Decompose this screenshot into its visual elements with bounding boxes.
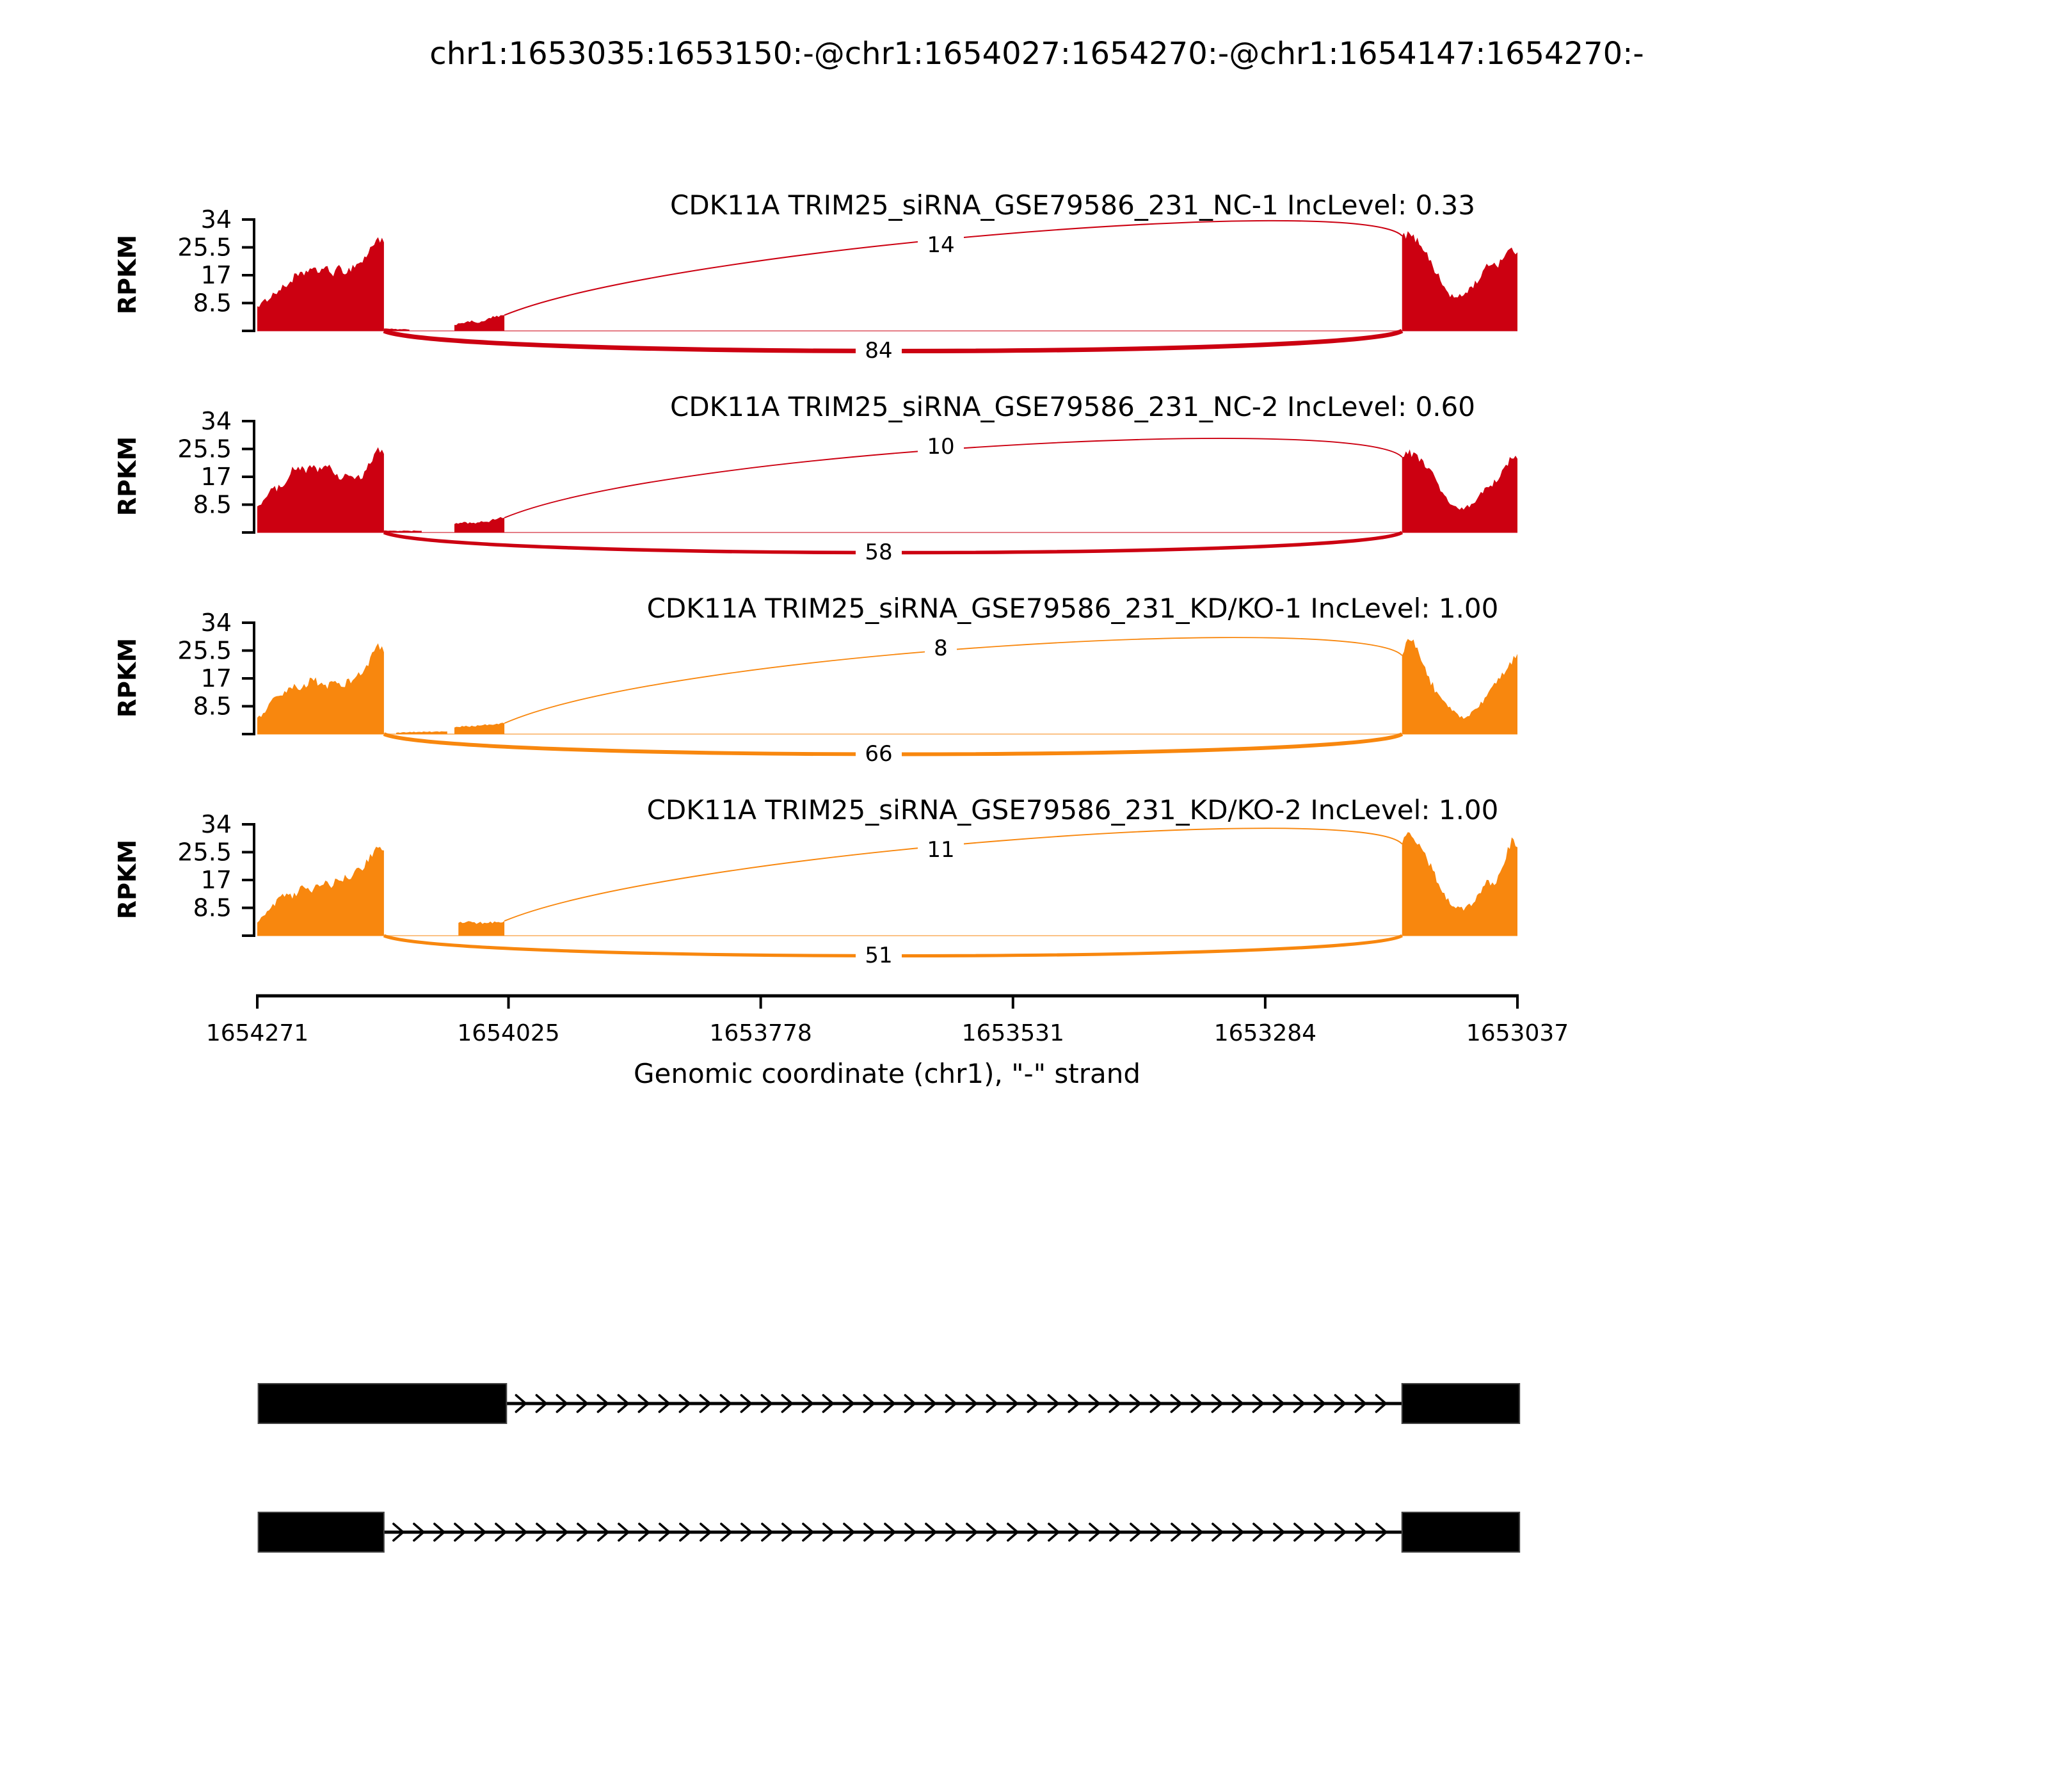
y-axis-tick-label: 8.5 (193, 894, 232, 922)
junction-count-label: 8 (934, 636, 948, 661)
junction-count-bg (918, 230, 964, 259)
coverage-area (458, 921, 505, 936)
junction-count-label: 58 (865, 540, 892, 565)
y-axis-title: RPKM (113, 436, 141, 516)
exon-box (1401, 1383, 1521, 1424)
junction-count-bg (856, 335, 902, 365)
coverage-area (454, 315, 505, 331)
exon-box (257, 1383, 508, 1424)
coverage-area (396, 731, 447, 734)
y-axis-tick-label: 8.5 (193, 491, 232, 519)
y-axis-tick-label: 34 (201, 810, 232, 838)
y-axis-tick-label: 8.5 (193, 692, 232, 721)
x-axis-tick-label: 1653284 (1214, 1020, 1316, 1046)
junction-count-bg (925, 633, 957, 662)
junction-inclusion: 11 (504, 828, 1403, 922)
junction-count-bg (918, 835, 964, 864)
x-axis: 1654271 1654025 1653778 1653531 1653284 16530… (206, 994, 1569, 1046)
x-axis-tick-label: 1654025 (457, 1020, 559, 1046)
junction-count-label: 84 (865, 338, 892, 364)
coverage-area (257, 643, 384, 734)
junction-count-label: 14 (927, 232, 954, 258)
junction-count-bg (918, 431, 964, 461)
junction-skipping: 66 (383, 732, 1404, 768)
junction-count-bg (856, 739, 902, 768)
coverage-area (454, 516, 505, 532)
y-axis-tick-label: 34 (201, 609, 232, 637)
y-axis-title: RPKM (113, 840, 141, 919)
coverage-area (383, 530, 422, 532)
y-axis-tick-label: 17 (201, 463, 232, 491)
x-axis-label: Genomic coordinate (chr1), "-" strand (634, 1058, 1140, 1089)
junction-arc (504, 220, 1403, 316)
junction-arc (504, 438, 1403, 518)
coverage-area (257, 237, 384, 331)
intron-strand-arrows (515, 1394, 1388, 1413)
junction-inclusion: 10 (504, 431, 1403, 518)
junction-inclusion: 14 (504, 220, 1403, 316)
coverage-area (1402, 639, 1517, 734)
exon-box (1401, 1512, 1521, 1553)
junction-skipping: 58 (383, 531, 1404, 566)
track-title: CDK11A TRIM25_siRNA_GSE79586_231_NC-2 In… (670, 391, 1475, 422)
junction-count-label: 66 (865, 741, 892, 767)
junction-arc (504, 637, 1403, 724)
main-title: chr1:1653035:1653150:-@chr1:1654027:1654… (429, 36, 1644, 72)
isoform-1 (257, 1383, 1521, 1424)
track-title: CDK11A TRIM25_siRNA_GSE79586_231_NC-1 In… (670, 189, 1475, 221)
y-axis-tick-label: 25.5 (177, 234, 232, 262)
junction-skipping: 84 (383, 328, 1404, 365)
intron-strand-arrows (392, 1523, 1388, 1542)
y-axis-tick-label: 25.5 (177, 435, 232, 463)
x-axis-tick-label: 1654271 (206, 1020, 308, 1046)
junction-count-label: 11 (927, 837, 954, 863)
coverage-area (454, 723, 505, 734)
junction-skipping: 51 (383, 934, 1403, 970)
y-axis-title: RPKM (113, 638, 141, 717)
coverage-area (257, 447, 384, 532)
y-axis-tick-label: 17 (201, 866, 232, 894)
coverage-area (1402, 832, 1517, 936)
y-axis-tick-label: 25.5 (177, 637, 232, 665)
coverage-area (1402, 231, 1517, 331)
coverage-area (257, 847, 384, 936)
track-title: CDK11A TRIM25_siRNA_GSE79586_231_KD/KO-1… (647, 593, 1499, 624)
junction-inclusion: 8 (504, 633, 1403, 724)
isoform-2 (257, 1512, 1521, 1553)
coverage-area (383, 328, 410, 331)
junction-count-bg (856, 537, 902, 566)
junction-count-label: 10 (927, 434, 954, 460)
x-axis-tick-label: 1653778 (709, 1020, 812, 1046)
coverage-area (1402, 449, 1517, 532)
y-axis-tick-label: 34 (201, 407, 232, 435)
y-axis-title: RPKM (113, 235, 141, 314)
gene-structure-group (257, 1383, 1521, 1553)
y-axis-tick-label: 34 (201, 205, 232, 234)
junction-count-label: 51 (865, 943, 892, 968)
exon-box (257, 1512, 385, 1553)
junction-arc (504, 828, 1403, 922)
track-title: CDK11A TRIM25_siRNA_GSE79586_231_KD/KO-2… (647, 794, 1499, 826)
x-axis-tick-label: 1653531 (962, 1020, 1064, 1046)
y-axis-tick-label: 17 (201, 261, 232, 289)
junction-count-bg (856, 940, 902, 970)
y-axis-tick-label: 17 (201, 664, 232, 692)
y-axis-tick-label: 25.5 (177, 838, 232, 867)
x-axis-tick-label: 1653037 (1466, 1020, 1569, 1046)
y-axis-tick-label: 8.5 (193, 289, 232, 317)
